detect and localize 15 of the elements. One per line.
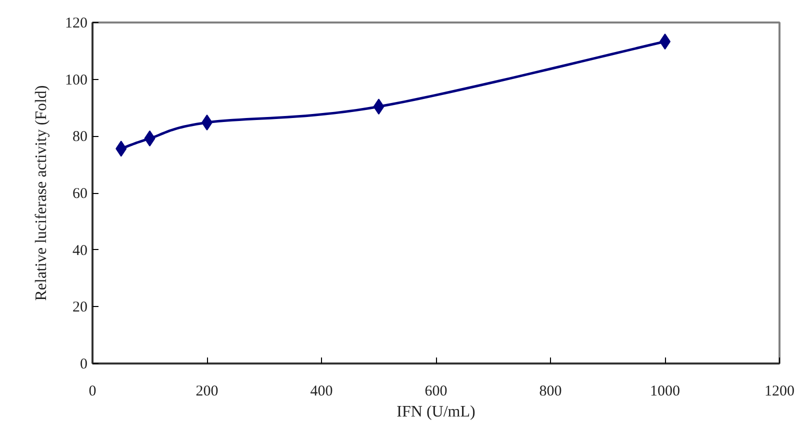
x-tick-label: 400 xyxy=(310,384,333,400)
y-tick-label: 40 xyxy=(72,242,88,259)
y-tick-label: 100 xyxy=(65,72,88,88)
y-tick-label: 80 xyxy=(72,129,88,146)
y-tick-label: 60 xyxy=(72,186,88,202)
y-axis-title: Relative luciferase activity (Fold) xyxy=(33,85,50,301)
y-tick-label: 120 xyxy=(65,16,88,32)
y-tick-label: 0 xyxy=(80,356,88,372)
y-tick-label: 20 xyxy=(72,300,88,316)
x-tick-label: 1000 xyxy=(650,384,680,400)
x-tick-label: 200 xyxy=(196,384,218,400)
x-tick-label: 800 xyxy=(539,384,562,400)
x-tick-label: 600 xyxy=(424,384,448,400)
x-tick-label: 1200 xyxy=(764,384,794,400)
x-axis-title: IFN (U/mL) xyxy=(396,404,476,420)
